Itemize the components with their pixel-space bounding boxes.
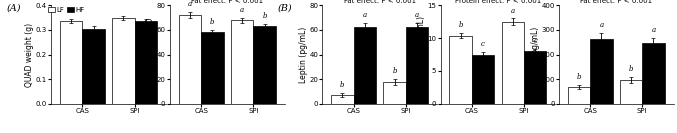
Bar xyxy=(642,43,665,104)
Text: b: b xyxy=(210,18,215,26)
Bar xyxy=(83,29,105,104)
Text: b: b xyxy=(577,73,581,81)
Legend: LF, HF: LF, HF xyxy=(49,7,85,13)
Text: b: b xyxy=(340,81,345,89)
Bar xyxy=(502,22,524,104)
Text: a: a xyxy=(651,26,655,34)
Bar xyxy=(253,26,276,104)
Bar xyxy=(179,15,201,104)
Title: Fat effect: P < 0.001: Fat effect: P < 0.001 xyxy=(580,0,652,4)
Bar xyxy=(524,51,546,104)
Y-axis label: Adiponectin (μg/mL): Adiponectin (μg/mL) xyxy=(417,16,426,93)
Bar xyxy=(568,87,590,104)
Text: b: b xyxy=(458,21,463,29)
Bar xyxy=(60,21,83,104)
Bar xyxy=(383,82,406,104)
Title: Fat effect: P < 0.001
Protein effect: P < 0.001: Fat effect: P < 0.001 Protein effect: P … xyxy=(455,0,541,4)
Bar xyxy=(353,28,376,104)
Title: Fat effect: P < 0.001: Fat effect: P < 0.001 xyxy=(344,0,416,4)
Y-axis label: QUAD weight (g): QUAD weight (g) xyxy=(25,22,34,87)
Text: a: a xyxy=(363,11,367,19)
Text: (A): (A) xyxy=(7,4,21,13)
Bar xyxy=(619,80,642,104)
Text: b: b xyxy=(263,12,267,20)
Text: b: b xyxy=(629,65,633,73)
Bar xyxy=(201,32,223,104)
Text: a: a xyxy=(510,7,515,14)
Bar xyxy=(231,20,253,104)
Text: a: a xyxy=(240,6,244,14)
Text: (B): (B) xyxy=(278,4,292,13)
Text: c: c xyxy=(481,40,485,48)
Text: a: a xyxy=(599,21,603,29)
Text: b: b xyxy=(392,67,397,75)
Y-axis label: MCP-1 (pg/mL): MCP-1 (pg/mL) xyxy=(531,26,540,83)
Y-axis label: Leptin (pg/mL): Leptin (pg/mL) xyxy=(299,26,307,83)
Bar xyxy=(112,18,135,104)
Bar xyxy=(450,36,472,104)
Text: c: c xyxy=(533,37,537,45)
Bar xyxy=(135,21,157,104)
Text: a: a xyxy=(415,11,419,19)
Bar xyxy=(590,39,613,104)
Y-axis label: mg protein/g QUAD: mg protein/g QUAD xyxy=(146,17,155,92)
Bar xyxy=(472,55,494,104)
Title: Fat effect: P < 0.001: Fat effect: P < 0.001 xyxy=(191,0,263,4)
Bar xyxy=(331,95,353,104)
Text: a: a xyxy=(188,0,192,8)
Bar xyxy=(406,28,428,104)
